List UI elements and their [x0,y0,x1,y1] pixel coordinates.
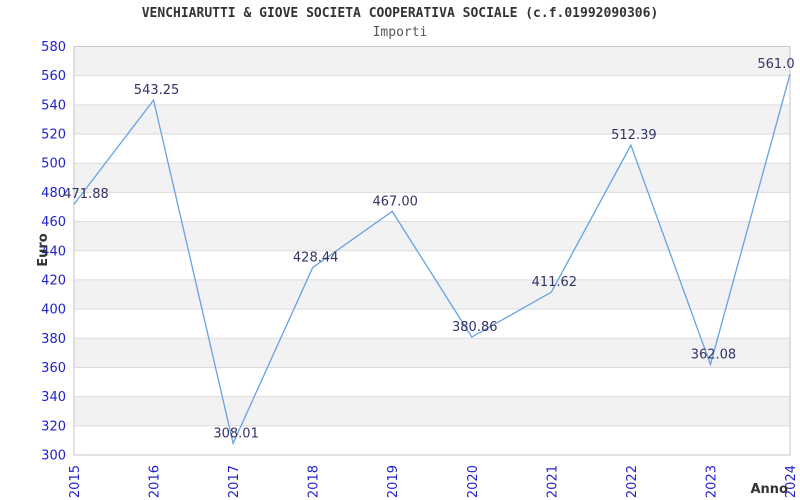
y-axis-title: Euro [36,233,51,267]
x-tick-label: 2019 [386,465,401,498]
x-tick-label: 2024 [784,465,799,498]
y-tick-label: 340 [41,390,66,405]
plot-frame [73,46,791,456]
x-tick-label: 2015 [68,465,83,498]
plot-band [74,104,790,135]
plot-band [74,338,790,368]
y-tick-label: 500 [41,157,66,172]
chart-title: VENCHIARUTTI & GIOVE SOCIETA COOPERATIVA… [141,6,659,21]
x-tick-label: 2023 [704,465,719,498]
y-tick-label: 360 [41,361,66,376]
y-tick-label: 420 [41,273,66,288]
data-point-label: 512.39 [611,128,657,143]
x-tick-label: 2022 [625,465,640,498]
data-point-label: 411.62 [532,275,578,290]
x-tick-label: 2018 [307,465,322,498]
y-tick-label: 300 [41,449,66,464]
y-tick-label: 440 [41,244,66,259]
y-tick-label: 580 [41,40,66,55]
data-point-label: 561.0 [757,57,794,72]
plot-area: 580 560 540 520 500 480 460 440 420 400 380 360 340 3… [41,40,799,498]
plot-band [74,279,790,310]
chart-subtitle: Importi [372,25,428,40]
data-point-label: 380.86 [452,320,498,335]
y-tick-label: 540 [41,98,66,113]
x-axis-title: Anno [750,482,788,497]
x-tick-label: 2020 [466,465,481,498]
plot-band [74,221,790,251]
data-point-label: 362.08 [691,347,737,362]
plot-band [74,163,790,193]
y-tick-label: 460 [41,215,66,230]
data-point-label: 308.01 [213,426,259,441]
y-tick-label: 380 [41,332,66,347]
x-tick-label: 2016 [148,465,163,498]
y-tick-label: 520 [41,128,66,143]
data-point-label: 471.88 [63,187,109,202]
plot-band [74,46,790,76]
y-tick-label: 400 [41,303,66,318]
y-tick-label: 320 [41,419,66,434]
x-tick-label: 2021 [545,465,560,498]
y-tick-label: 480 [41,186,66,201]
x-tick-label: 2017 [227,465,242,498]
y-tick-label: 560 [41,69,66,84]
series-line [73,74,791,446]
plot-band [74,396,790,426]
data-point-label: 543.25 [134,83,180,98]
data-point-label: 428.44 [293,251,339,266]
data-point-label: 467.00 [372,194,418,209]
